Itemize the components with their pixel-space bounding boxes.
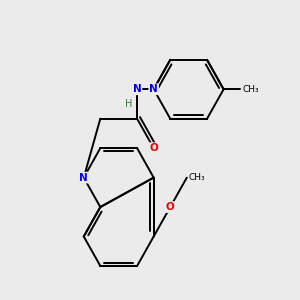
Text: N: N [149, 84, 158, 94]
Text: CH₃: CH₃ [242, 85, 259, 94]
Text: O: O [166, 202, 175, 212]
Text: N: N [133, 84, 142, 94]
Text: N: N [80, 172, 88, 183]
Text: O: O [149, 143, 158, 153]
Text: H: H [125, 99, 133, 109]
Text: CH₃: CH₃ [189, 173, 205, 182]
